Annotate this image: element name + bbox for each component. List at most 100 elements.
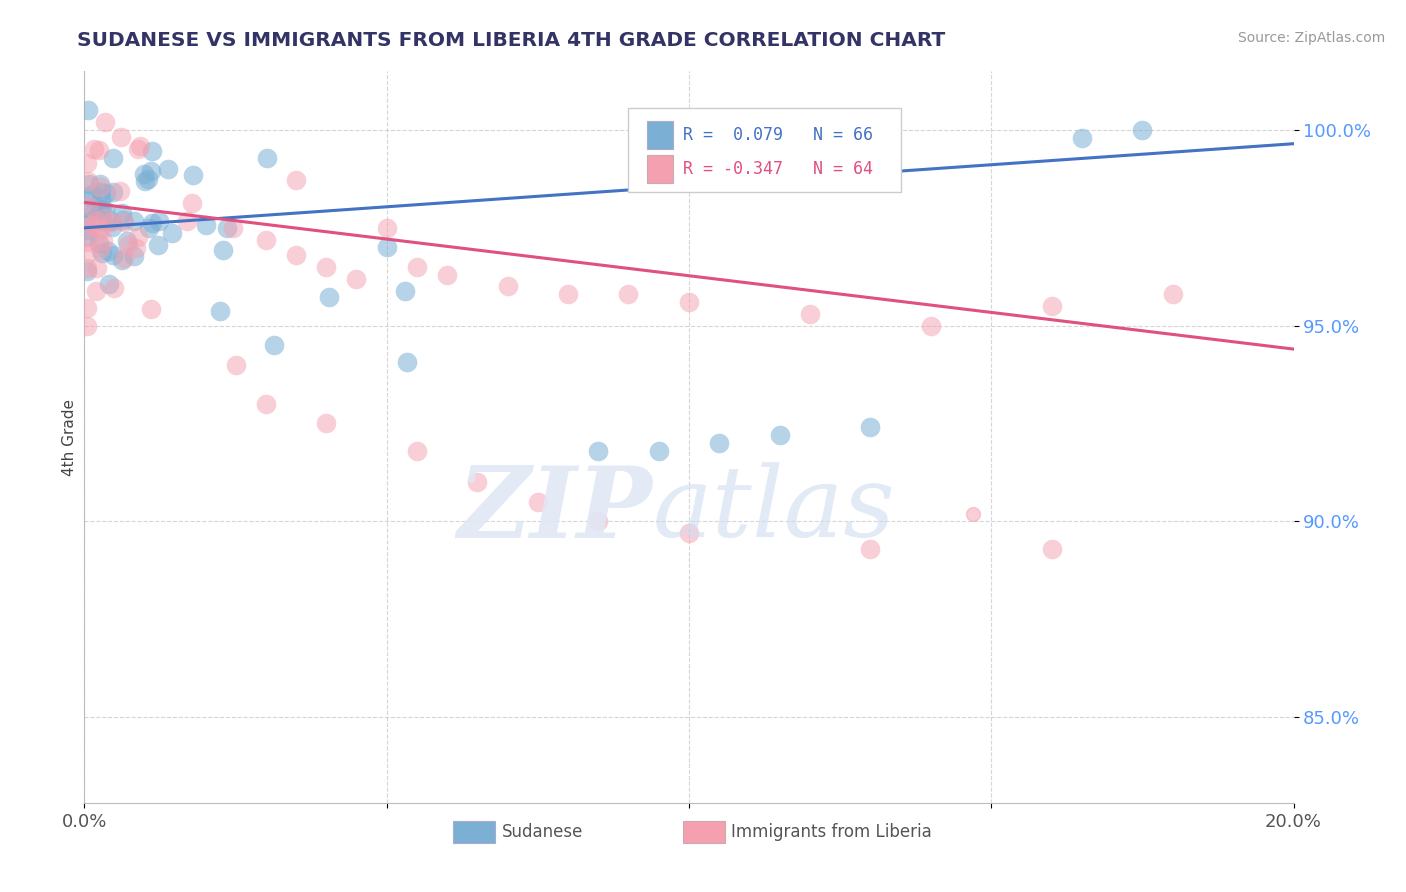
FancyBboxPatch shape (647, 121, 673, 149)
Point (124, 214, 146, 228)
Point (124, 241, 146, 255)
Point (920, 318, 942, 333)
Point (678, 295, 700, 310)
Point (82, 212, 104, 227)
Point (195, 218, 218, 232)
Point (90, 193, 112, 207)
Point (77, 245, 100, 260)
Point (84, 214, 107, 228)
Point (375, 240, 398, 254)
Point (100, 219, 122, 234)
Point (89, 143, 111, 157)
Point (94, 202, 117, 217)
Point (285, 248, 308, 262)
Point (91, 235, 114, 249)
Point (117, 234, 139, 248)
FancyBboxPatch shape (628, 108, 901, 192)
Point (112, 215, 135, 229)
Point (1040, 541, 1063, 556)
Point (1040, 299, 1063, 313)
Point (101, 151, 124, 165)
Point (76, 318, 98, 333)
Text: R =  0.079   N = 66: R = 0.079 N = 66 (683, 126, 873, 144)
Point (678, 525, 700, 540)
Point (76, 264, 98, 278)
Point (91, 203, 114, 218)
Point (86, 284, 108, 298)
Point (129, 139, 152, 153)
Point (103, 248, 125, 262)
FancyBboxPatch shape (683, 821, 725, 843)
Point (709, 436, 731, 450)
Point (127, 142, 149, 156)
Point (103, 280, 125, 294)
Point (395, 355, 418, 369)
Point (138, 220, 160, 235)
Point (76, 260, 98, 275)
Point (108, 184, 131, 198)
Point (122, 250, 145, 264)
Text: R = -0.347   N = 64: R = -0.347 N = 64 (683, 160, 873, 178)
Point (648, 443, 671, 458)
Point (176, 214, 198, 228)
Text: Source: ZipAtlas.com: Source: ZipAtlas.com (1237, 31, 1385, 45)
Point (89, 222, 111, 236)
Point (141, 216, 163, 230)
Point (467, 475, 489, 489)
Point (111, 212, 134, 227)
Point (91, 245, 114, 260)
Point (139, 163, 162, 178)
Point (127, 230, 149, 244)
Point (769, 428, 792, 442)
Point (76, 230, 98, 244)
Point (212, 243, 235, 257)
Point (263, 337, 285, 351)
Point (100, 214, 122, 228)
Point (132, 167, 155, 181)
Point (134, 174, 156, 188)
Point (82, 218, 104, 232)
Point (180, 195, 202, 210)
Text: Sudanese: Sudanese (502, 823, 583, 841)
Point (97, 244, 120, 259)
Point (136, 171, 159, 186)
Point (859, 420, 882, 434)
Point (557, 287, 579, 301)
Point (117, 238, 139, 252)
Point (89, 243, 111, 257)
Point (588, 514, 610, 528)
Point (436, 268, 458, 282)
Point (83, 205, 105, 219)
Point (82, 213, 104, 227)
Point (394, 284, 416, 298)
Point (76, 301, 98, 315)
Point (89, 202, 111, 216)
Point (96, 186, 118, 200)
Point (83, 142, 105, 156)
Point (76, 174, 98, 188)
Point (86, 208, 108, 222)
Point (157, 162, 180, 177)
Point (1130, 123, 1153, 137)
Point (496, 279, 519, 293)
Point (79, 202, 101, 216)
Point (1071, 131, 1094, 145)
Point (285, 173, 308, 187)
Point (148, 214, 170, 228)
Point (80, 219, 103, 233)
Point (139, 301, 162, 316)
FancyBboxPatch shape (647, 154, 673, 183)
Point (77, 199, 100, 213)
Point (80, 187, 103, 202)
Point (76, 190, 98, 204)
Point (222, 221, 245, 235)
FancyBboxPatch shape (453, 821, 495, 843)
Point (76, 103, 98, 118)
Point (1161, 287, 1184, 301)
Point (100, 214, 122, 228)
Text: Immigrants from Liberia: Immigrants from Liberia (731, 823, 932, 841)
Point (89, 180, 111, 194)
Point (315, 260, 337, 274)
Point (318, 290, 340, 304)
Point (254, 233, 277, 247)
